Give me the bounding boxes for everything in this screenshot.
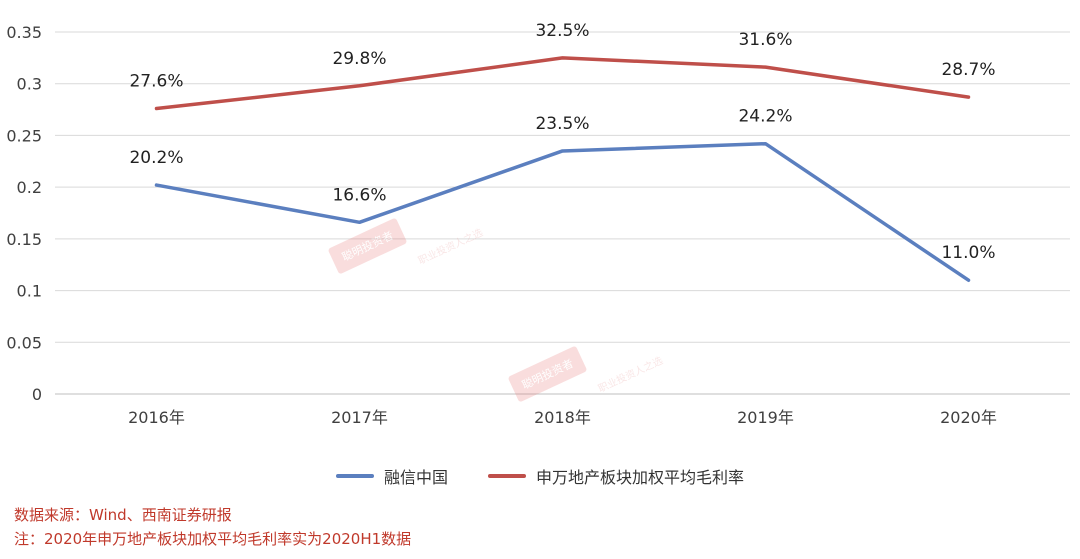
y-tick-label: 0.2: [17, 178, 42, 197]
data-label: 24.2%: [738, 107, 792, 127]
x-tick-label: 2020年: [940, 408, 997, 427]
chart-legend: 融信中国 申万地产板块加权平均毛利率: [0, 464, 1080, 488]
y-tick-label: 0.25: [6, 126, 42, 145]
data-label: 29.8%: [332, 49, 386, 69]
source-note: 数据来源：Wind、西南证券研报: [14, 506, 232, 524]
data-label: 16.6%: [332, 185, 386, 205]
data-label: 31.6%: [738, 30, 792, 50]
x-tick-label: 2018年: [534, 408, 591, 427]
x-tick-label: 2017年: [331, 408, 388, 427]
legend-swatch-series-1: [335, 474, 374, 478]
series-line-1: [154, 141, 971, 282]
x-tick-label: 2016年: [128, 408, 185, 427]
legend-label-series-1: 融信中国: [383, 468, 448, 487]
data-label: 20.2%: [129, 148, 183, 168]
data-label: 11.0%: [941, 243, 995, 263]
series-line-2: [154, 56, 971, 111]
y-tick-label: 0: [32, 385, 42, 404]
y-tick-label: 0.35: [6, 23, 42, 42]
y-tick-label: 0.15: [6, 230, 42, 249]
data-label: 32.5%: [535, 21, 589, 41]
chart-notes: 数据来源：Wind、西南证券研报 注：2020年申万地产板块加权平均毛利率实为2…: [14, 503, 411, 551]
footnote: 注：2020年申万地产板块加权平均毛利率实为2020H1数据: [14, 530, 412, 548]
data-label: 23.5%: [535, 114, 589, 134]
legend-swatch-series-2: [488, 474, 526, 478]
y-tick-label: 0.05: [6, 333, 42, 352]
legend-item-series-1: 融信中国: [335, 464, 448, 488]
data-label: 27.6%: [129, 72, 183, 92]
legend-label-series-2: 申万地产板块加权平均毛利率: [536, 468, 745, 487]
y-tick-label: 0.1: [17, 282, 42, 301]
y-tick-label: 0.3: [17, 75, 42, 94]
data-label: 28.7%: [941, 60, 995, 80]
legend-item-series-2: 申万地产板块加权平均毛利率: [488, 464, 744, 488]
line-chart: 0 0.05 0.1 0.15 0.2 0.25 0.3 0.35 2016年 2017年 2018…: [6, 21, 1070, 427]
x-tick-label: 2019年: [737, 408, 794, 427]
